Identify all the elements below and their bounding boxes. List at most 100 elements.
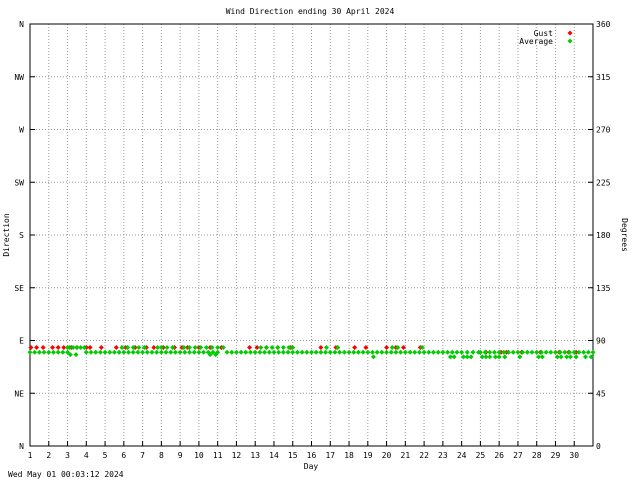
average-point — [564, 354, 570, 360]
average-point — [243, 349, 249, 355]
average-point — [280, 349, 286, 355]
average-point — [163, 349, 169, 355]
average-point — [369, 349, 375, 355]
average-point — [447, 354, 453, 360]
gust-point — [98, 345, 104, 351]
average-point — [203, 345, 209, 351]
y-tick-label-left: N — [19, 442, 24, 451]
average-point — [207, 352, 213, 358]
average-point — [220, 345, 226, 351]
average-point — [567, 354, 573, 360]
average-point — [141, 345, 147, 351]
y-axis-left: N NE E SE S SW W NW N — [14, 20, 35, 451]
average-point — [50, 349, 56, 355]
average-point — [419, 345, 425, 351]
average-point — [374, 349, 380, 355]
average-point — [524, 349, 530, 355]
average-point — [187, 345, 193, 351]
average-point — [73, 352, 79, 358]
average-point — [582, 354, 588, 360]
average-point — [573, 354, 579, 360]
y-tick-label-right: 360 — [596, 20, 611, 29]
average-point — [286, 345, 292, 351]
average-point — [313, 349, 319, 355]
data-points — [27, 345, 596, 360]
average-point — [263, 345, 269, 351]
average-point — [182, 349, 188, 355]
average-point — [93, 349, 99, 355]
y-tick-label-right: 90 — [596, 337, 606, 346]
average-point — [187, 349, 193, 355]
average-point — [191, 349, 197, 355]
average-point — [435, 349, 441, 355]
gust-point — [400, 345, 406, 351]
x-tick-label: 7 — [140, 451, 145, 460]
average-point — [78, 345, 84, 351]
average-point — [539, 354, 545, 360]
x-tick-label: 30 — [569, 451, 579, 460]
x-tick-label: 2 — [46, 451, 51, 460]
average-point — [154, 349, 160, 355]
gust-point — [254, 345, 260, 351]
gust-point — [247, 345, 253, 351]
average-point — [136, 345, 142, 351]
average-point — [177, 349, 183, 355]
average-point — [65, 349, 71, 355]
average-point — [426, 349, 432, 355]
x-tick-label: 1 — [28, 451, 33, 460]
average-point — [280, 345, 286, 351]
average-point — [588, 354, 594, 360]
average-point — [155, 345, 161, 351]
average-point — [304, 349, 310, 355]
average-point — [119, 345, 125, 351]
average-point — [332, 349, 338, 355]
average-point — [482, 349, 488, 355]
average-point — [140, 349, 146, 355]
average-point — [196, 349, 202, 355]
average-point — [158, 349, 164, 355]
x-tick-label: 21 — [401, 451, 411, 460]
average-point — [496, 354, 502, 360]
legend-label: Gust — [534, 29, 553, 38]
average-point — [355, 349, 361, 355]
average-point — [324, 345, 330, 351]
y-tick-label-left: N — [19, 20, 24, 29]
average-point — [487, 354, 493, 360]
gust-point — [113, 345, 119, 351]
y-tick-label-left: NE — [14, 389, 24, 398]
average-point — [97, 349, 103, 355]
y-tick-label-left: SE — [14, 284, 24, 293]
average-point — [170, 345, 176, 351]
average-point — [470, 349, 476, 355]
average-point — [81, 345, 87, 351]
legend-label: Average — [519, 37, 553, 46]
average-point — [88, 349, 94, 355]
y-axis-right: 0 45 90 135 180 225 270 315 360 — [588, 20, 611, 451]
y-tick-label-right: 0 — [596, 442, 601, 451]
average-point — [233, 349, 239, 355]
timestamp: Wed May 01 00:03:12 2024 — [8, 470, 124, 479]
average-point — [517, 354, 523, 360]
x-tick-label: 3 — [65, 451, 70, 460]
average-point — [341, 349, 347, 355]
average-point — [125, 345, 131, 351]
average-point — [346, 349, 352, 355]
average-point — [416, 349, 422, 355]
x-tick-label: 29 — [551, 451, 561, 460]
average-point — [412, 349, 418, 355]
average-point — [543, 349, 549, 355]
average-point — [275, 345, 281, 351]
average-point — [285, 349, 291, 355]
average-point — [130, 349, 136, 355]
x-tick-label: 11 — [213, 451, 223, 460]
average-point — [567, 349, 573, 355]
average-point — [571, 349, 577, 355]
average-point — [116, 349, 122, 355]
average-point — [262, 349, 268, 355]
y-tick-label-right: 315 — [596, 73, 611, 82]
average-point — [491, 349, 497, 355]
average-point — [407, 349, 413, 355]
average-point — [534, 349, 540, 355]
average-point — [360, 349, 366, 355]
gust-point — [352, 345, 358, 351]
